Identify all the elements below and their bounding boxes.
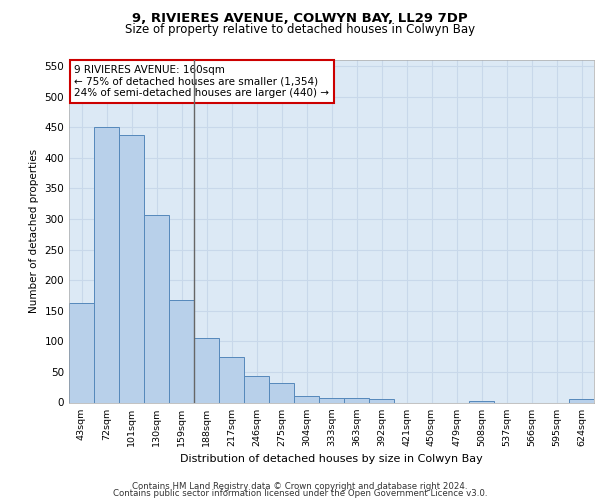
Text: Size of property relative to detached houses in Colwyn Bay: Size of property relative to detached ho… [125, 22, 475, 36]
Bar [69, 303, 94, 402]
Text: 9, RIVIERES AVENUE, COLWYN BAY, LL29 7DP: 9, RIVIERES AVENUE, COLWYN BAY, LL29 7DP [132, 12, 468, 26]
Bar [294, 396, 319, 402]
Text: 9 RIVIERES AVENUE: 160sqm
← 75% of detached houses are smaller (1,354)
24% of se: 9 RIVIERES AVENUE: 160sqm ← 75% of detac… [74, 65, 329, 98]
Text: Contains public sector information licensed under the Open Government Licence v3: Contains public sector information licen… [113, 490, 487, 498]
Bar [319, 398, 344, 402]
Bar [369, 400, 394, 402]
Bar [119, 135, 144, 402]
Y-axis label: Number of detached properties: Number of detached properties [29, 149, 39, 314]
Bar [169, 300, 194, 402]
Bar [244, 376, 269, 402]
X-axis label: Distribution of detached houses by size in Colwyn Bay: Distribution of detached houses by size … [180, 454, 483, 464]
Bar [94, 128, 119, 402]
Text: Contains HM Land Registry data © Crown copyright and database right 2024.: Contains HM Land Registry data © Crown c… [132, 482, 468, 491]
Bar [344, 398, 369, 402]
Bar [219, 357, 244, 403]
Bar [194, 338, 219, 402]
Bar [269, 383, 294, 402]
Bar [144, 214, 169, 402]
Bar [569, 400, 594, 402]
